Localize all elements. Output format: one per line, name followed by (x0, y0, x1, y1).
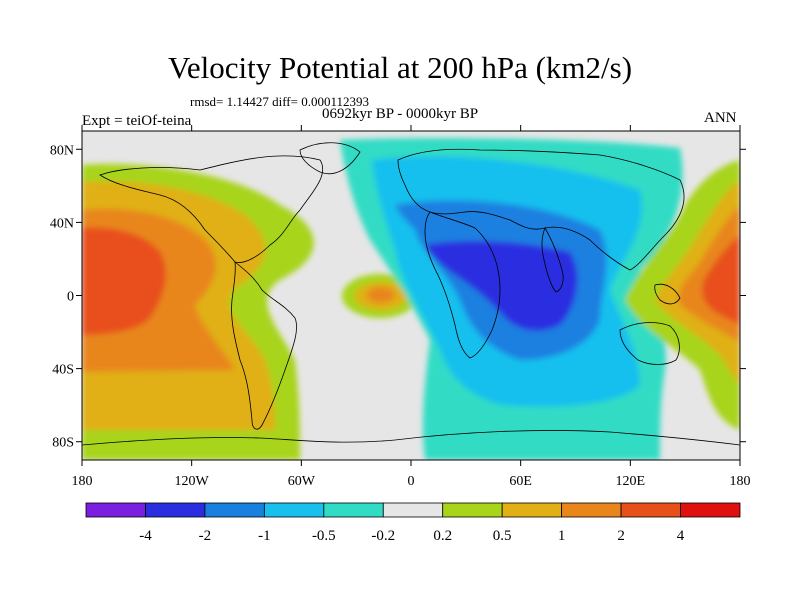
lat-tick-label: 40S (52, 363, 74, 378)
colorbar-label: -0.5 (312, 528, 336, 544)
colorbar-label: -1 (258, 528, 271, 544)
lon-tick-label: 60E (509, 474, 532, 489)
contour-field (82, 131, 740, 460)
lon-tick-label: 60W (288, 474, 316, 489)
colorbar-swatch (263, 502, 325, 518)
period-label: 0692kyr BP - 0000kyr BP (322, 106, 479, 122)
longitude-axis: 180 120W 60W 0 60E 120E 180 (72, 125, 751, 489)
colorbar-label: 0.2 (433, 528, 452, 544)
colorbar-swatch (382, 502, 444, 518)
colorbar-swatch (145, 502, 206, 518)
colorbar-swatch (85, 502, 146, 518)
lon-tick-label: 120W (175, 474, 210, 489)
lon-tick-label: 180 (72, 474, 93, 489)
latitude-axis: 80N 40N 0 40S 80S (50, 143, 746, 451)
colorbar-label: 2 (617, 528, 625, 544)
lat-tick-label: 40N (50, 216, 74, 231)
colorbar-swatch (620, 502, 681, 518)
stats-label: rmsd= 1.14427 diff= 0.000112393 (190, 94, 369, 109)
colorbar-swatch (204, 502, 265, 518)
colorbar: -4 -2 -1 -0.5 -0.2 0.2 0.5 1 2 4 (85, 502, 741, 544)
colorbar-label: -2 (199, 528, 212, 544)
colorbar-swatch (680, 502, 741, 518)
colorbar-label: 1 (558, 528, 566, 544)
lon-tick-label: 0 (408, 474, 415, 489)
lat-tick-label: 80S (52, 436, 74, 451)
season-label: ANN (704, 110, 737, 126)
lat-tick-label: 80N (50, 143, 74, 158)
experiment-label: Expt = teiOf-teina (82, 113, 192, 129)
colorbar-label: -0.2 (371, 528, 395, 544)
colorbar-swatch (501, 502, 563, 518)
lon-tick-label: 180 (730, 474, 751, 489)
lat-tick-label: 0 (67, 290, 74, 305)
colorbar-label: -4 (139, 528, 152, 544)
colorbar-label: 4 (677, 528, 685, 544)
colorbar-swatch (442, 502, 503, 518)
map-title: Velocity Potential at 200 hPa (km2/s) (167, 50, 633, 85)
colorbar-swatch (561, 502, 622, 518)
lon-tick-label: 120E (616, 474, 646, 489)
colorbar-swatch (323, 502, 384, 518)
coastlines (82, 142, 740, 446)
colorbar-label: 0.5 (493, 528, 512, 544)
